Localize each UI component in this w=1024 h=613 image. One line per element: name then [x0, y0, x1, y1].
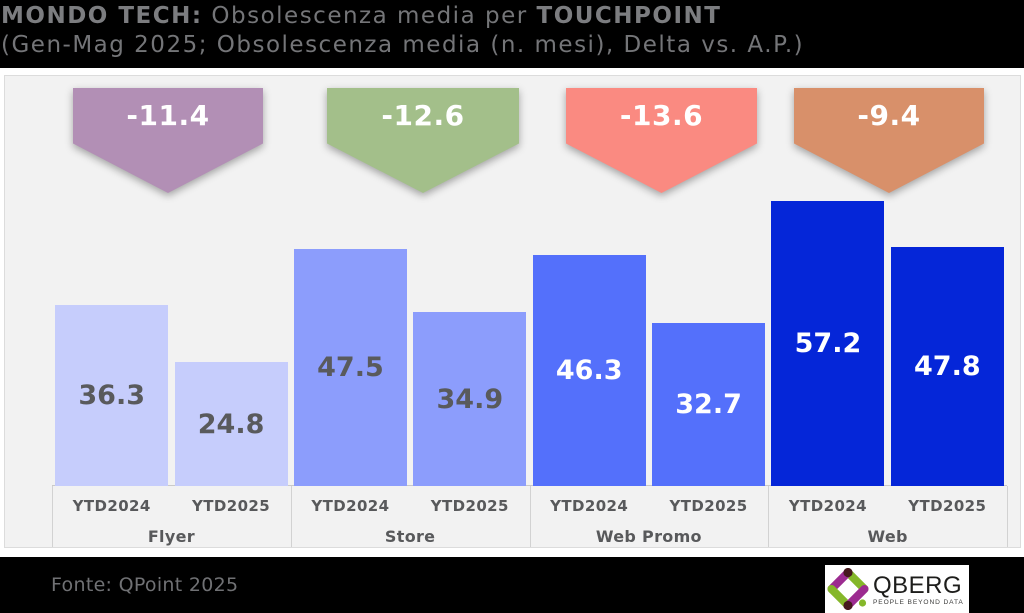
bar-flyer-ytd2024: 36.3 — [55, 305, 169, 486]
bar-store-ytd2024: 47.5 — [293, 249, 407, 486]
delta-value: -13.6 — [619, 99, 704, 132]
delta-arrow-store: -12.6 — [327, 88, 519, 193]
x-tick-ytd2024: YTD2024 — [788, 497, 867, 515]
source-note: Fonte: QPoint 2025 — [51, 574, 239, 596]
delta-value: -9.4 — [857, 99, 921, 132]
x-tick-ytd2025: YTD2025 — [192, 497, 271, 515]
chart-title: MONDO TECH: Obsolescenza media per TOUCH… — [1, 2, 1024, 31]
x-tick-ytd2024: YTD2024 — [72, 497, 151, 515]
chart-area: -11.4 36.3 YTD2024 24.8 YTD2025 Flyer -12.6 47.… — [4, 75, 1021, 548]
slide-footer: Fonte: QPoint 2025 QBERG PEOPLE BEYOND D… — [0, 557, 1024, 613]
bar-store-ytd2025: 34.9 — [413, 312, 527, 486]
axis-group-divider — [290, 486, 292, 547]
bar-web-promo-ytd2025: 32.7 — [652, 323, 766, 486]
bar-flyer-ytd2025: 24.8 — [174, 362, 288, 486]
qberg-logo: QBERG PEOPLE BEYOND DATA — [825, 565, 969, 613]
delta-arrow-web-promo: -13.6 — [566, 88, 757, 193]
chart-subtitle: (Gen-Mag 2025; Obsolescenza media (n. me… — [1, 32, 805, 58]
qberg-logo-tagline: PEOPLE BEYOND DATA — [873, 599, 964, 606]
title-emphasis: TOUCHPOINT — [536, 3, 722, 29]
delta-arrow-web: -9.4 — [794, 88, 984, 193]
bar-value: 47.8 — [914, 351, 981, 382]
axis-group-divider — [1007, 486, 1008, 547]
bar-value: 24.8 — [197, 408, 265, 440]
x-tick-ytd2024: YTD2024 — [311, 497, 390, 515]
x-tick-ytd2024: YTD2024 — [550, 497, 629, 515]
delta-value: -12.6 — [381, 99, 465, 132]
axis-group-divider — [529, 486, 531, 547]
delta-arrow-shape: -11.4 — [73, 88, 263, 193]
qberg-logo-name: QBERG — [873, 572, 963, 599]
delta-arrow-shape: -9.4 — [794, 88, 984, 193]
delta-arrow-shape: -13.6 — [566, 88, 757, 193]
bar-web-ytd2025: 47.8 — [890, 247, 1004, 486]
x-tick-ytd2025: YTD2025 — [669, 497, 748, 515]
x-tick-ytd2025: YTD2025 — [908, 497, 987, 515]
qberg-diamond-icon — [827, 568, 869, 610]
x-tick-ytd2025: YTD2025 — [430, 497, 509, 515]
axis-group-divider — [52, 486, 53, 547]
delta-arrow-flyer: -11.4 — [73, 88, 263, 193]
bar-value: 57.2 — [794, 328, 862, 359]
title-brand: MONDO TECH: — [1, 3, 203, 29]
bar-web-promo-ytd2024: 46.3 — [532, 255, 646, 486]
delta-arrow-shape: -12.6 — [327, 88, 519, 193]
title-main: Obsolescenza media per — [202, 3, 537, 29]
bar-value: 36.3 — [78, 380, 145, 411]
category-label-store: Store — [384, 527, 436, 546]
slide-header: MONDO TECH: Obsolescenza media per TOUCH… — [0, 0, 1024, 68]
category-label-web-promo: Web Promo — [595, 527, 702, 546]
bar-web-ytd2024: 57.2 — [771, 201, 885, 486]
bar-value: 47.5 — [317, 352, 384, 383]
category-label-flyer: Flyer — [147, 527, 195, 546]
delta-value: -11.4 — [126, 99, 210, 132]
qberg-logo-text: QBERG PEOPLE BEYOND DATA — [873, 572, 964, 607]
axis-group-divider — [768, 486, 770, 547]
x-axis-line — [52, 485, 1007, 486]
bar-value: 46.3 — [555, 355, 623, 386]
category-label-web: Web — [867, 527, 908, 546]
bar-value: 32.7 — [675, 389, 742, 420]
bar-value: 34.9 — [436, 383, 504, 415]
